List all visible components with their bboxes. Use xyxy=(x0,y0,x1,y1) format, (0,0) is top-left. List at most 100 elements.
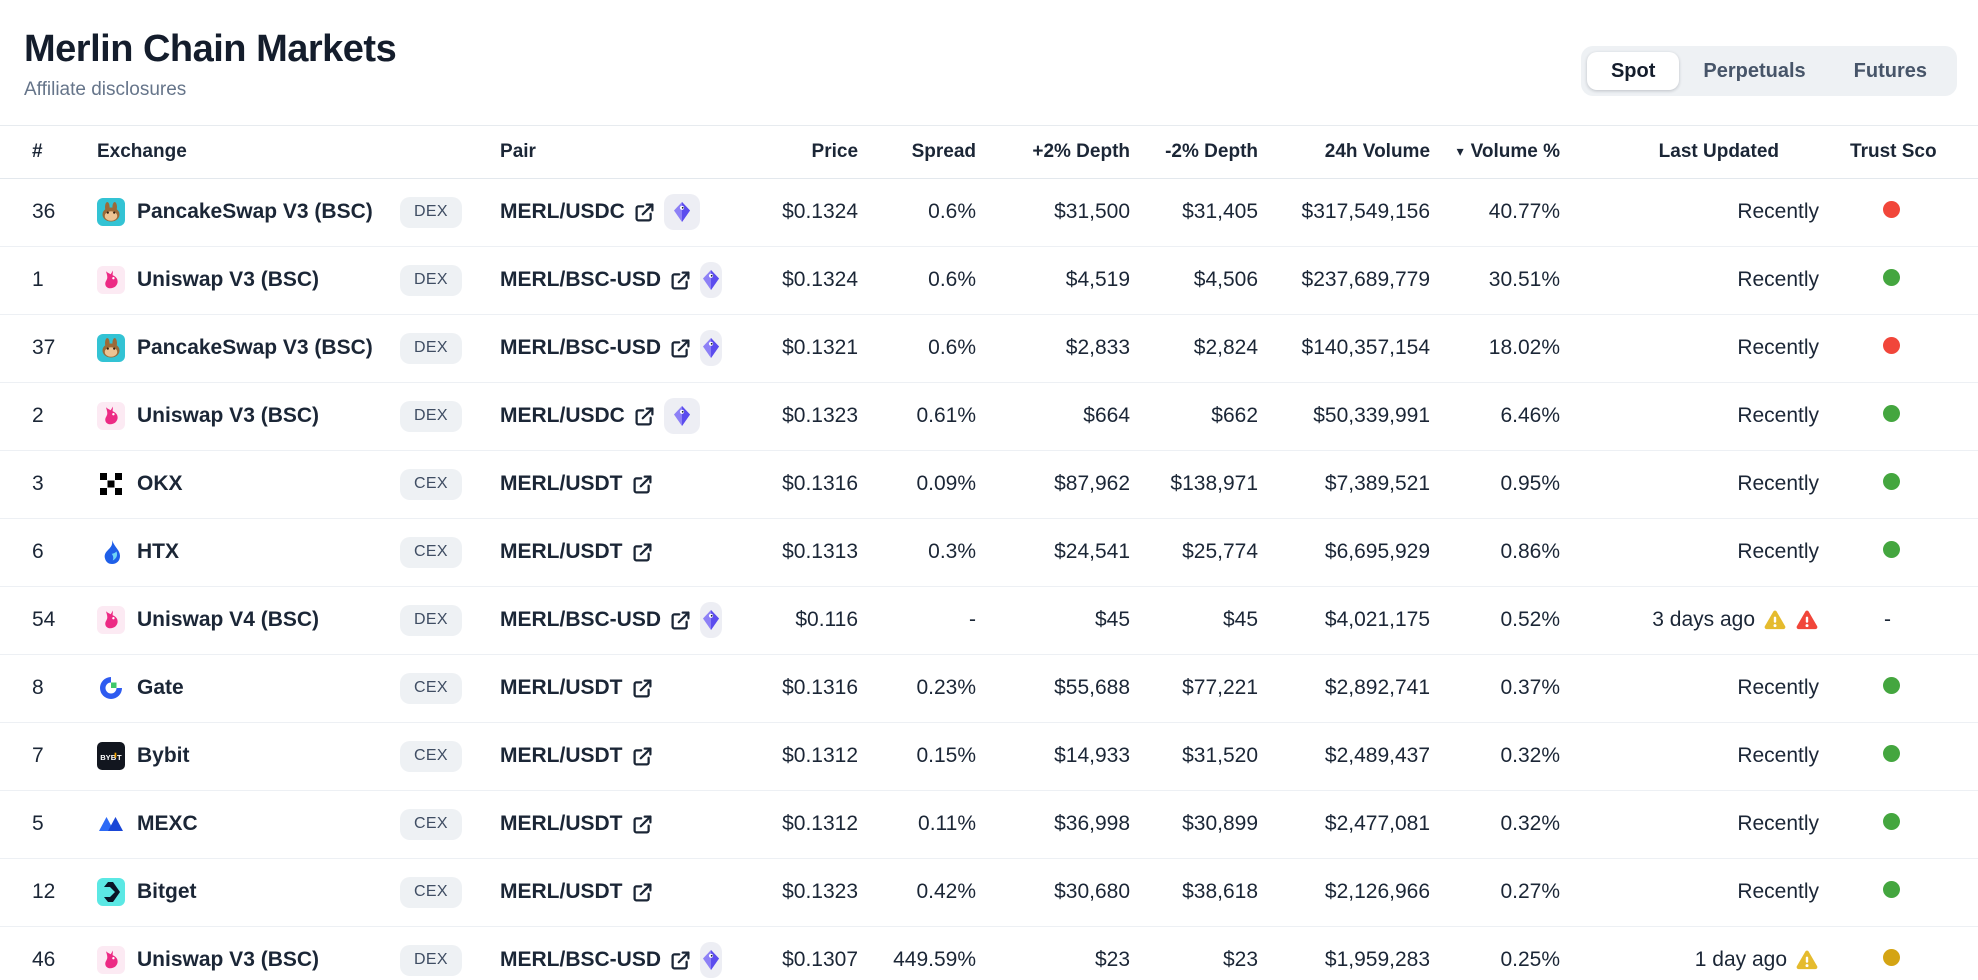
pair-link[interactable]: MERL/USDT xyxy=(500,540,623,563)
column-header-plus2-depth[interactable]: +2% Depth xyxy=(976,126,1131,179)
trust-score-dot[interactable] xyxy=(1883,473,1901,490)
column-header-price[interactable]: Price xyxy=(720,126,859,179)
exchange-name-link[interactable]: Uniswap V3 (BSC) xyxy=(137,268,320,291)
volume-24h-cell: $50,339,991 xyxy=(1258,382,1431,451)
minus2-depth-cell: $45 xyxy=(1130,586,1259,655)
exchange-cell: OKX xyxy=(97,450,400,519)
tab-spot[interactable]: Spot xyxy=(1586,52,1680,90)
last-updated-cell: Recently xyxy=(1560,178,1820,247)
volume-pct-value: 6.46% xyxy=(1500,404,1561,427)
external-link-icon[interactable] xyxy=(634,406,655,427)
minus2-depth-value: $31,520 xyxy=(1182,744,1259,767)
volume-24h-cell: $140,357,154 xyxy=(1258,314,1431,383)
warning-yellow-icon[interactable] xyxy=(1763,608,1787,632)
volume-pct-cell: 0.32% xyxy=(1430,790,1561,859)
exchange-type-cell: CEX xyxy=(400,450,501,519)
column-header-minus2-depth[interactable]: -2% Depth xyxy=(1130,126,1259,179)
pair-link[interactable]: MERL/BSC-USD xyxy=(500,948,662,971)
column-header-rank[interactable]: # xyxy=(0,126,97,179)
last-updated-cell: 3 days ago xyxy=(1560,586,1820,655)
rank-cell: 7 xyxy=(0,722,97,791)
external-link-icon[interactable] xyxy=(634,202,655,223)
external-link-icon[interactable] xyxy=(632,746,653,767)
exchange-name-link[interactable]: Bitget xyxy=(137,880,197,903)
table-row: 6 HTX CEX MERL/USDT $0.1313 0.3% $24,541… xyxy=(0,518,1978,587)
pair-link[interactable]: MERL/USDT xyxy=(500,676,623,699)
trust-score-dot[interactable] xyxy=(1883,813,1901,830)
trust-score-dot[interactable] xyxy=(1883,677,1901,694)
warning-red-icon[interactable] xyxy=(1795,608,1819,632)
pair-link[interactable]: MERL/USDT xyxy=(500,472,623,495)
exchange-type-badge: CEX xyxy=(400,672,462,704)
geckoterminal-icon[interactable] xyxy=(700,942,723,978)
minus2-depth-cell: $77,221 xyxy=(1130,654,1259,723)
geckoterminal-icon[interactable] xyxy=(700,602,723,638)
table-row: 46 Uniswap V3 (BSC) DEX MERL/BSC-USD $0.… xyxy=(0,926,1978,980)
geckoterminal-icon[interactable] xyxy=(663,194,700,230)
external-link-icon[interactable] xyxy=(632,882,653,903)
external-link-icon[interactable] xyxy=(670,610,691,631)
affiliate-disclosures-link[interactable]: Affiliate disclosures xyxy=(24,79,187,100)
price-value: $0.116 xyxy=(795,608,859,631)
pair-link[interactable]: MERL/USDT xyxy=(500,880,623,903)
external-link-icon[interactable] xyxy=(670,270,691,291)
pair-link[interactable]: MERL/USDT xyxy=(500,812,623,835)
exchange-name-link[interactable]: Uniswap V4 (BSC) xyxy=(137,608,320,631)
external-link-icon[interactable] xyxy=(632,678,653,699)
column-header-pair[interactable]: Pair xyxy=(500,126,721,179)
geckoterminal-icon[interactable] xyxy=(700,262,723,298)
trust-score-dot[interactable] xyxy=(1883,745,1901,762)
column-header-last-updated[interactable]: Last Updated xyxy=(1560,126,1820,179)
spread-cell: - xyxy=(858,586,977,655)
exchange-name-link[interactable]: MEXC xyxy=(137,812,198,835)
exchange-name-link[interactable]: PancakeSwap V3 (BSC) xyxy=(137,200,373,223)
volume-pct-cell: 0.37% xyxy=(1430,654,1561,723)
trust-score-dot[interactable] xyxy=(1883,201,1901,218)
volume-24h-value: $50,339,991 xyxy=(1313,404,1431,427)
rank-cell: 3 xyxy=(0,450,97,519)
column-header-24h-volume[interactable]: 24h Volume xyxy=(1258,126,1431,179)
trust-score-dot[interactable] xyxy=(1883,949,1901,966)
spread-value: 449.59% xyxy=(893,948,977,971)
trust-score-dot[interactable] xyxy=(1883,269,1901,286)
tab-perpetuals[interactable]: Perpetuals xyxy=(1679,52,1829,90)
geckoterminal-icon[interactable] xyxy=(700,330,723,366)
pair-link[interactable]: MERL/USDT xyxy=(500,744,623,767)
exchange-type-cell: CEX xyxy=(400,654,501,723)
external-link-icon[interactable] xyxy=(632,474,653,495)
exchange-name-link[interactable]: Gate xyxy=(137,676,184,699)
external-link-icon[interactable] xyxy=(632,814,653,835)
pair-link[interactable]: MERL/BSC-USD xyxy=(500,268,662,291)
trust-score-dot[interactable] xyxy=(1883,405,1901,422)
exchange-type-badge: CEX xyxy=(400,468,462,500)
rank-cell: 36 xyxy=(0,178,97,247)
column-header-trust-score[interactable]: Trust Sco xyxy=(1819,126,1978,179)
last-updated-cell: Recently xyxy=(1560,722,1820,791)
warning-yellow-icon[interactable] xyxy=(1795,948,1819,972)
exchange-name-link[interactable]: PancakeSwap V3 (BSC) xyxy=(137,336,373,359)
exchange-name-link[interactable]: HTX xyxy=(137,540,179,563)
geckoterminal-icon[interactable] xyxy=(663,398,700,434)
exchange-name-link[interactable]: OKX xyxy=(137,472,183,495)
external-link-icon[interactable] xyxy=(670,338,691,359)
pair-link[interactable]: MERL/USDC xyxy=(500,200,625,223)
trust-score-dot[interactable] xyxy=(1883,541,1901,558)
trust-score-dot[interactable] xyxy=(1883,337,1901,354)
tab-futures[interactable]: Futures xyxy=(1830,52,1951,90)
exchange-logo-icon xyxy=(97,878,125,906)
external-link-icon[interactable] xyxy=(632,542,653,563)
exchange-cell: Bitget xyxy=(97,858,400,927)
exchange-name-link[interactable]: Bybit xyxy=(137,744,190,767)
exchange-name-link[interactable]: Uniswap V3 (BSC) xyxy=(137,948,320,971)
price-cell: $0.1321 xyxy=(720,314,859,383)
pair-link[interactable]: MERL/BSC-USD xyxy=(500,608,662,631)
plus2-depth-cell: $4,519 xyxy=(976,246,1131,315)
column-header-volume-pct[interactable]: ▾ Volume % xyxy=(1430,126,1561,179)
exchange-name-link[interactable]: Uniswap V3 (BSC) xyxy=(137,404,320,427)
pair-link[interactable]: MERL/USDC xyxy=(500,404,625,427)
external-link-icon[interactable] xyxy=(670,950,691,971)
pair-link[interactable]: MERL/BSC-USD xyxy=(500,336,662,359)
column-header-spread[interactable]: Spread xyxy=(858,126,977,179)
column-header-exchange[interactable]: Exchange xyxy=(97,126,501,179)
trust-score-dot[interactable] xyxy=(1883,881,1901,898)
